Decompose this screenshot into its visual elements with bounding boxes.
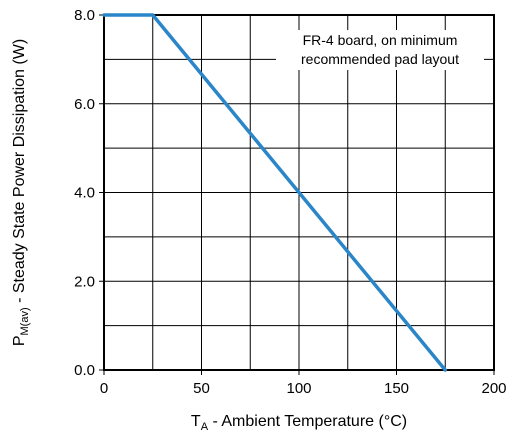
x-tick-label: 50 <box>193 380 210 397</box>
x-tick-label: 100 <box>286 380 311 397</box>
x-tick-label: 0 <box>100 380 108 397</box>
y-axis-label-main: P <box>11 335 28 346</box>
annotation-line-2: recommended pad layout <box>301 51 459 67</box>
x-tick-labels: 0 50 100 150 200 <box>100 380 507 397</box>
series-line <box>102 13 447 372</box>
x-axis-label-subscript: A <box>201 421 209 433</box>
x-axis-label: TA - Ambient Temperature (°C) <box>191 413 407 433</box>
y-tick-label: 2.0 <box>74 273 95 290</box>
series-group <box>102 13 447 372</box>
x-axis-label-rest: - Ambient Temperature (°C) <box>208 413 407 430</box>
tick-marks <box>99 14 495 375</box>
annotation-background <box>276 30 484 70</box>
y-axis-label: PM(av) - Steady State Power Dissipation … <box>11 39 31 346</box>
y-tick-label: 0.0 <box>74 362 95 379</box>
x-tick-label: 150 <box>384 380 409 397</box>
annotation-line-1: FR-4 board, on minimum <box>303 32 458 48</box>
x-axis-label-main: T <box>191 413 201 430</box>
y-tick-label: 8.0 <box>74 7 95 24</box>
y-tick-labels: 0.0 2.0 4.0 6.0 8.0 <box>74 7 95 379</box>
y-axis-label-rest: - Steady State Power Dissipation (W) <box>11 39 28 308</box>
x-tick-label: 200 <box>481 380 506 397</box>
y-tick-label: 6.0 <box>74 96 95 113</box>
y-axis-label-subscript: M(av) <box>19 307 31 335</box>
y-tick-label: 4.0 <box>74 185 95 202</box>
